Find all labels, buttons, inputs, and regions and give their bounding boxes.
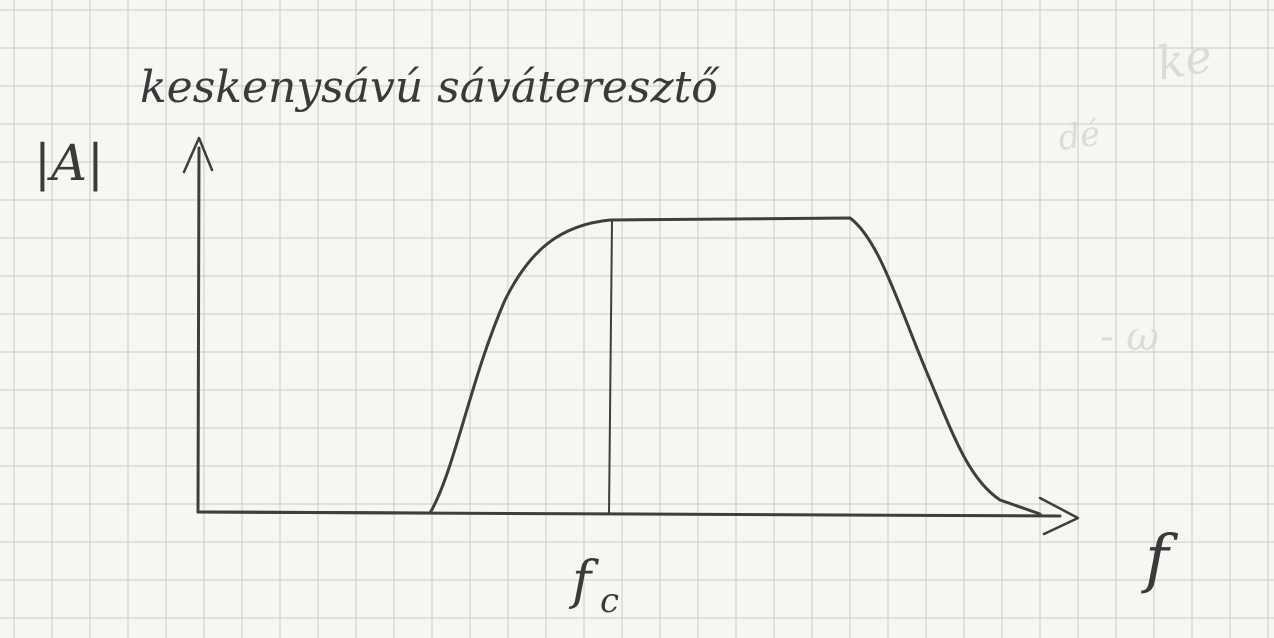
diagram-title: keskenysávú sáváteresztő [140,62,720,113]
x-axis-label: f [1141,522,1179,596]
bleed-through-text: ke dé - ω [1056,28,1216,360]
bleed-through-line-2: dé [1056,113,1103,158]
bleed-through-mark: - ω [1100,314,1159,360]
x-axis-arrowhead [1038,496,1080,536]
bleed-through-line-1: ke [1153,28,1217,91]
y-axis [196,146,201,514]
y-axis-arrowhead [182,136,214,174]
center-frequency-symbol: f [568,551,599,611]
y-axis-label: |A| [34,134,104,192]
center-frequency-line [608,221,613,515]
center-frequency-label: f c [568,551,619,621]
center-frequency-subscript: c [600,581,619,621]
passband-response-curve [196,216,1042,516]
